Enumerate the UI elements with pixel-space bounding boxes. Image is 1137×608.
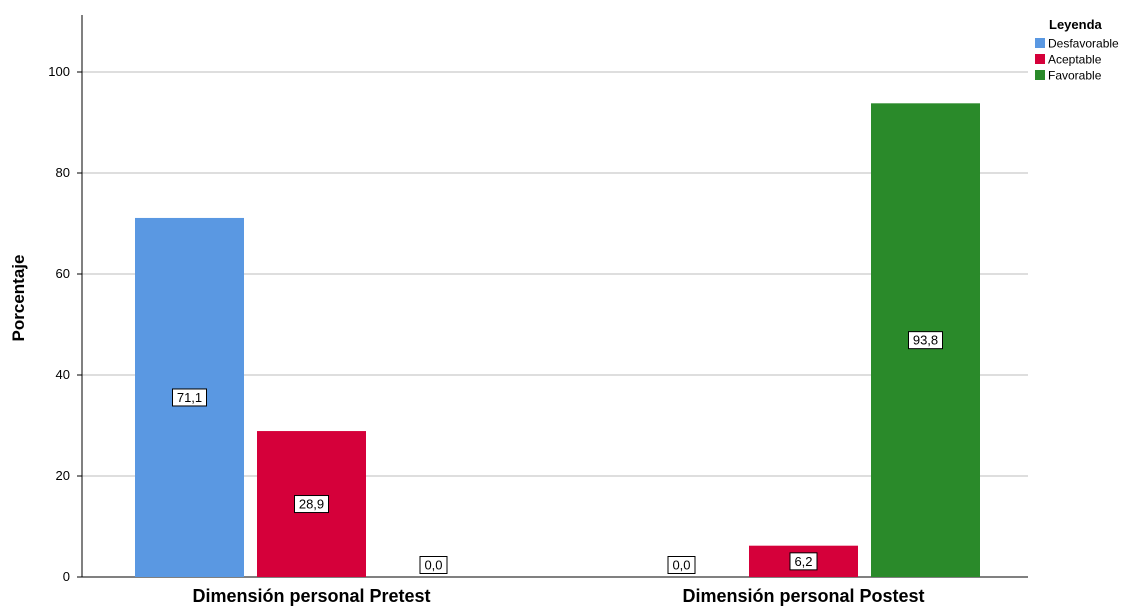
data-label-text: 0,0 xyxy=(424,558,442,573)
category-labels: Dimensión personal Pretest Dimensión pers… xyxy=(192,586,924,606)
legend-label-aceptable: Aceptable xyxy=(1048,53,1102,67)
y-tick-label: 100 xyxy=(48,64,70,79)
data-label: 0,0 xyxy=(419,556,448,574)
bars xyxy=(135,103,980,577)
data-label-box xyxy=(419,556,448,574)
data-label: 0,0 xyxy=(667,556,696,574)
y-tick-label: 20 xyxy=(56,468,70,483)
data-label: 93,8 xyxy=(908,331,943,350)
data-label-box xyxy=(908,331,943,350)
legend-swatch-desfavorable xyxy=(1035,38,1045,48)
legend-label-favorable: Favorable xyxy=(1048,69,1102,83)
legend-swatch-favorable xyxy=(1035,70,1045,80)
data-labels: 71,1 28,9 0,0 0,0 6,2 93,8 xyxy=(172,331,943,574)
data-label-box xyxy=(294,495,329,514)
data-label-text: 93,8 xyxy=(913,333,938,348)
data-label-text: 71,1 xyxy=(177,390,202,405)
data-label-text: 6,2 xyxy=(794,554,812,569)
data-label-box xyxy=(789,552,818,571)
legend-label-desfavorable: Desfavorable xyxy=(1048,37,1119,51)
data-label: 6,2 xyxy=(789,552,818,571)
data-label: 28,9 xyxy=(294,495,329,514)
data-label: 71,1 xyxy=(172,388,207,407)
data-label-box xyxy=(667,556,696,574)
y-axis-title: Porcentaje xyxy=(9,255,28,342)
legend-swatch-aceptable xyxy=(1035,54,1045,64)
y-tick-label: 40 xyxy=(56,367,70,382)
y-tick-labels: 0 20 40 60 80 100 xyxy=(48,64,82,584)
data-label-text: 0,0 xyxy=(672,558,690,573)
y-tick-label: 60 xyxy=(56,266,70,281)
y-tick-label: 0 xyxy=(63,569,70,584)
legend: Leyenda Desfavorable Aceptable Favorable xyxy=(1035,17,1119,83)
data-label-text: 28,9 xyxy=(299,497,324,512)
data-label-box xyxy=(172,388,207,407)
category-label: Dimensión personal Postest xyxy=(682,586,924,606)
category-label: Dimensión personal Pretest xyxy=(192,586,430,606)
y-tick-label: 80 xyxy=(56,165,70,180)
legend-title: Leyenda xyxy=(1049,17,1103,32)
